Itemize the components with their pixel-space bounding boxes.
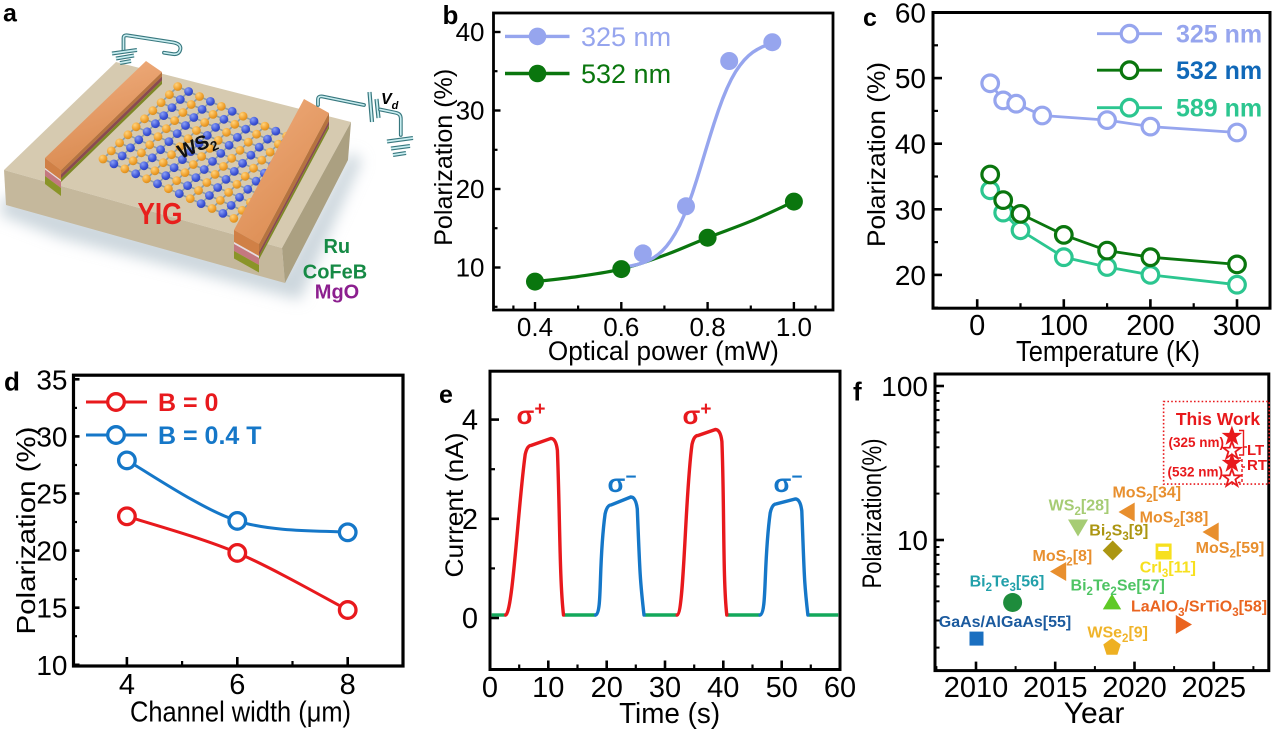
svg-text:50: 50 [895,63,926,94]
svg-text:0.8: 0.8 [690,312,726,342]
svg-text:20: 20 [591,672,623,704]
svg-text:e: e [439,381,453,409]
svg-text:LaAlO3​/SrTiO3​[58]: LaAlO3​/SrTiO3​[58] [1131,599,1267,620]
svg-text:f: f [853,377,862,407]
svg-text:Bi2​Te3​[56]: Bi2​Te3​[56] [970,574,1045,595]
svg-text:589 nm: 589 nm [1176,95,1262,123]
svg-text:35: 35 [36,364,67,395]
svg-text:B = 0: B = 0 [158,389,218,417]
svg-text:Optical power (mW): Optical power (mW) [548,336,779,366]
svg-text:0.6: 0.6 [603,312,639,342]
svg-text:b: b [443,0,459,30]
svg-text:10: 10 [897,525,928,556]
svg-text:2010: 2010 [944,672,1009,704]
svg-text:25: 25 [36,479,67,510]
svg-text:Bi2​Te2​Se[57]: Bi2​Te2​Se[57] [1071,578,1165,599]
svg-text:8: 8 [340,669,356,701]
svg-text:Temperature (K): Temperature (K) [1016,336,1200,368]
svg-text:30: 30 [456,96,485,126]
svg-text:Ru: Ru [323,236,350,258]
svg-text:Polarization (%): Polarization (%) [863,62,891,247]
svg-text:60: 60 [895,0,926,29]
svg-text:40: 40 [895,129,926,160]
svg-text:Time (s): Time (s) [619,698,720,730]
svg-text:CoFeB: CoFeB [303,262,367,284]
svg-text:20: 20 [36,536,67,567]
svg-text:40: 40 [456,17,485,47]
svg-text:MgO: MgO [315,282,359,304]
svg-text:This Work: This Work [1176,409,1261,429]
svg-text:(532 nm): (532 nm) [1167,465,1223,480]
svg-text:532 nm: 532 nm [1176,57,1262,85]
svg-text:20: 20 [895,260,926,291]
svg-text:6: 6 [229,669,245,701]
svg-text:50: 50 [766,672,798,704]
svg-text:325 nm: 325 nm [581,22,671,52]
svg-text:YIG: YIG [138,196,183,231]
svg-text:σ+: σ+ [517,399,546,430]
svg-text:CrI3​[11]: CrI3​[11] [1140,560,1196,581]
svg-text:MoS2​[59]: MoS2​[59] [1196,540,1265,561]
svg-text:10: 10 [456,253,485,283]
svg-text:200: 200 [1126,310,1174,342]
svg-text:a: a [3,0,18,28]
svg-text:0: 0 [969,310,985,342]
svg-text:RT: RT [1247,457,1267,474]
svg-text:Polarization (%): Polarization (%) [11,427,41,635]
svg-text:0: 0 [482,672,498,704]
svg-text:100: 100 [1040,310,1088,342]
svg-text:1.0: 1.0 [776,312,812,342]
svg-text:30: 30 [649,672,681,704]
svg-text:10: 10 [36,650,67,681]
svg-text:2015: 2015 [1023,672,1088,704]
svg-text:d: d [4,367,20,397]
svg-text:B = 0.4 T: B = 0.4 T [158,422,262,450]
svg-text:Channel width (μm): Channel width (μm) [130,697,351,729]
svg-text:MoS2​[38]: MoS2​[38] [1140,510,1209,531]
svg-text:40: 40 [707,672,739,704]
svg-text:Bi2​S3​[9]: Bi2​S3​[9] [1089,523,1148,544]
svg-text:WS2​[28]: WS2​[28] [1049,498,1110,519]
svg-text:15: 15 [36,593,67,624]
svg-text:30: 30 [36,421,67,452]
svg-text:(325 nm): (325 nm) [1168,435,1224,450]
svg-text:Polarization(%): Polarization(%) [857,439,887,589]
svg-text:30: 30 [895,194,926,225]
svg-text:100: 100 [881,371,928,402]
svg-text:4: 4 [119,669,135,701]
svg-text:WSe2​[9]: WSe2​[9] [1087,625,1148,646]
svg-text:Polarization (%): Polarization (%) [430,69,458,246]
svg-text:GaAs/AlGaAs[55]: GaAs/AlGaAs[55] [939,614,1072,631]
svg-text:60: 60 [824,672,856,704]
svg-text:0: 0 [462,603,478,635]
svg-text:MoS2​[34]: MoS2​[34] [1112,485,1181,506]
svg-text:2025: 2025 [1182,672,1247,704]
svg-text:c: c [863,4,877,32]
svg-text:MoS2​[8]: MoS2​[8] [1033,548,1093,569]
svg-text:4: 4 [462,405,478,437]
svg-text:2: 2 [462,504,478,536]
svg-text:300: 300 [1213,310,1261,342]
svg-text:10: 10 [532,672,564,704]
svg-text:20: 20 [456,174,485,204]
svg-text:532 nm: 532 nm [581,59,671,89]
svg-text:LT: LT [1247,442,1264,459]
svg-text:Year: Year [1064,697,1125,730]
svg-text:2020: 2020 [1102,672,1167,704]
svg-text:Current (nA): Current (nA) [441,433,469,578]
svg-text:0.4: 0.4 [517,312,553,342]
svg-text:325 nm: 325 nm [1176,21,1262,49]
